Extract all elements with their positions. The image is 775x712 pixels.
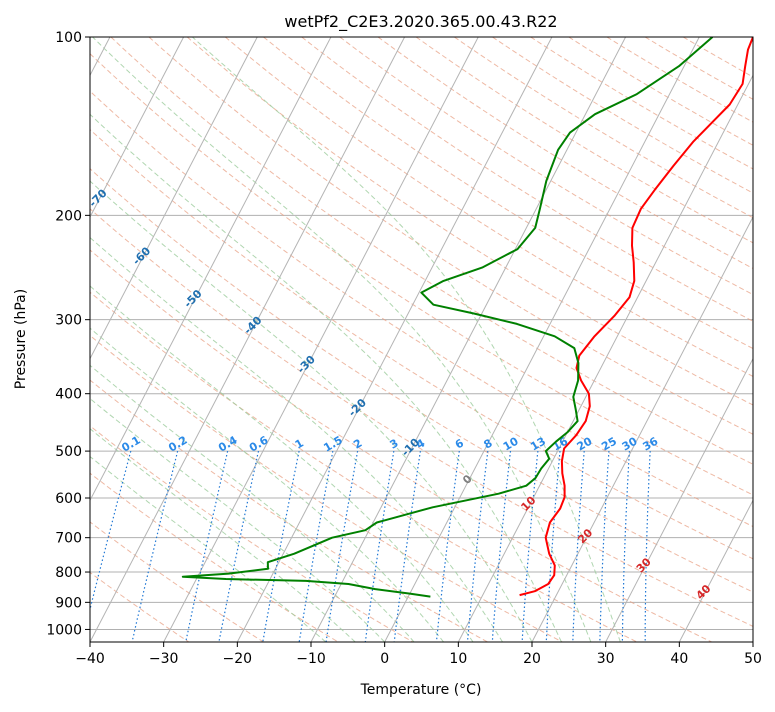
y-tick-label: 300: [55, 313, 82, 329]
y-tick-label: 900: [55, 595, 82, 611]
x-tick-label: −30: [149, 651, 179, 667]
x-tick-label: 30: [597, 651, 615, 667]
x-tick-label: 10: [449, 651, 467, 667]
y-tick-label: 600: [55, 491, 82, 507]
y-tick-label: 800: [55, 565, 82, 581]
y-tick-label: 200: [55, 208, 82, 224]
x-tick-label: 20: [523, 651, 541, 667]
x-axis-label: Temperature (°C): [360, 682, 482, 698]
x-tick-label: −40: [75, 651, 105, 667]
y-axis-label: Pressure (hPa): [13, 289, 29, 389]
x-tick-label: 0: [380, 651, 389, 667]
y-tick-label: 500: [55, 444, 82, 460]
y-tick-label: 100: [55, 30, 82, 46]
x-tick-label: −10: [296, 651, 326, 667]
y-tick-label: 400: [55, 387, 82, 403]
x-tick-label: 40: [670, 651, 688, 667]
chart-title: wetPf2_C2E3.2020.365.00.43.R22: [284, 12, 557, 32]
x-tick-label: 50: [744, 651, 762, 667]
x-tick-label: −20: [223, 651, 253, 667]
y-tick-label: 700: [55, 531, 82, 547]
y-tick-label: 1000: [46, 622, 82, 638]
plot-background: [90, 37, 753, 642]
